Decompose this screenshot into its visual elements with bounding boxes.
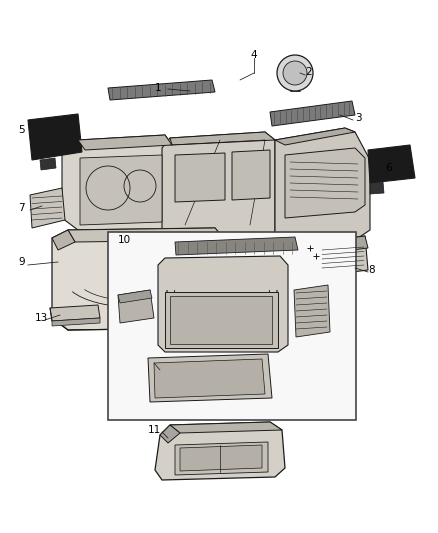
Polygon shape [62,135,172,232]
Text: 7: 7 [18,203,25,213]
Text: 11: 11 [148,425,161,435]
Polygon shape [294,285,330,337]
Polygon shape [285,148,365,218]
Text: 4: 4 [250,50,257,60]
Text: 10: 10 [118,235,131,245]
Polygon shape [175,442,268,475]
Text: 13: 13 [35,313,48,323]
Polygon shape [30,188,65,228]
Text: 6: 6 [385,163,392,173]
Polygon shape [175,237,298,255]
Text: 1: 1 [155,83,162,93]
Polygon shape [275,128,355,145]
Polygon shape [318,236,368,254]
Text: 8: 8 [368,265,374,275]
Polygon shape [170,132,275,145]
Polygon shape [52,228,225,330]
Polygon shape [162,132,275,242]
Polygon shape [154,359,265,398]
Polygon shape [318,236,368,276]
Text: 2: 2 [305,67,311,77]
Polygon shape [370,182,384,194]
Circle shape [277,55,313,91]
Text: 5: 5 [18,125,25,135]
Polygon shape [78,135,172,150]
Polygon shape [118,290,154,323]
Circle shape [283,61,307,85]
Polygon shape [275,128,370,242]
Polygon shape [52,230,75,250]
Polygon shape [108,80,215,100]
Polygon shape [170,422,282,433]
Polygon shape [68,228,225,242]
Polygon shape [148,354,272,402]
Polygon shape [170,296,272,344]
Polygon shape [180,445,262,471]
Polygon shape [80,155,162,225]
Polygon shape [50,305,100,321]
Polygon shape [118,290,152,303]
Polygon shape [52,318,100,326]
Polygon shape [160,425,180,443]
Text: 3: 3 [355,113,362,123]
Text: 9: 9 [18,257,25,267]
Polygon shape [155,422,285,480]
Bar [108,232,356,420]
Polygon shape [368,145,415,183]
Polygon shape [28,114,82,160]
Polygon shape [232,150,270,200]
Polygon shape [40,158,56,170]
Polygon shape [270,101,355,126]
Polygon shape [158,256,288,352]
Polygon shape [165,292,278,348]
Polygon shape [175,153,225,202]
